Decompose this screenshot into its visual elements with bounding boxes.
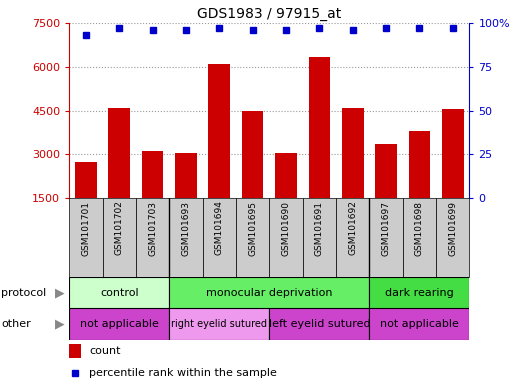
Text: protocol: protocol [1, 288, 46, 298]
Text: not applicable: not applicable [380, 319, 459, 329]
Text: GSM101699: GSM101699 [448, 200, 457, 255]
Text: GSM101697: GSM101697 [382, 200, 390, 255]
Bar [303, 198, 336, 277]
Bar [169, 308, 269, 340]
Text: left eyelid sutured: left eyelid sutured [268, 319, 370, 329]
Text: GSM101692: GSM101692 [348, 200, 357, 255]
Bar [369, 198, 403, 277]
Bar [103, 198, 136, 277]
Bar [375, 144, 397, 198]
Bar [69, 344, 81, 358]
Text: GSM101702: GSM101702 [115, 200, 124, 255]
Text: ▶: ▶ [55, 286, 65, 299]
Bar [336, 198, 369, 277]
Bar [108, 108, 130, 198]
Text: not applicable: not applicable [80, 319, 159, 329]
Bar [275, 153, 297, 198]
Bar [75, 162, 97, 198]
Text: monocular deprivation: monocular deprivation [206, 288, 332, 298]
Bar [136, 198, 169, 277]
Text: control: control [100, 288, 139, 298]
Bar [203, 198, 236, 277]
Text: other: other [1, 319, 31, 329]
Bar [369, 308, 469, 340]
Text: GSM101694: GSM101694 [215, 200, 224, 255]
Text: right eyelid sutured: right eyelid sutured [171, 319, 267, 329]
Bar [242, 111, 264, 198]
Bar [403, 198, 436, 277]
Bar [436, 198, 469, 277]
Text: GSM101693: GSM101693 [182, 200, 190, 255]
Bar [308, 56, 330, 198]
Bar [69, 308, 169, 340]
Bar [142, 151, 164, 198]
Text: GSM101691: GSM101691 [315, 200, 324, 255]
Bar [69, 198, 103, 277]
Text: GSM101695: GSM101695 [248, 200, 257, 255]
Bar [175, 153, 197, 198]
Bar [169, 198, 203, 277]
Text: ▶: ▶ [55, 318, 65, 331]
Text: GSM101690: GSM101690 [282, 200, 290, 255]
Bar [442, 109, 464, 198]
Bar [169, 277, 369, 308]
Bar [69, 277, 169, 308]
Text: GSM101703: GSM101703 [148, 200, 157, 255]
Text: percentile rank within the sample: percentile rank within the sample [89, 367, 277, 377]
Bar [269, 198, 303, 277]
Bar [408, 131, 430, 198]
Bar [342, 108, 364, 198]
Text: GSM101698: GSM101698 [415, 200, 424, 255]
Text: dark rearing: dark rearing [385, 288, 454, 298]
Text: GSM101701: GSM101701 [82, 200, 90, 255]
Bar [208, 64, 230, 198]
Bar [236, 198, 269, 277]
Text: count: count [89, 346, 121, 356]
Bar [269, 308, 369, 340]
Title: GDS1983 / 97915_at: GDS1983 / 97915_at [197, 7, 342, 21]
Bar [369, 277, 469, 308]
